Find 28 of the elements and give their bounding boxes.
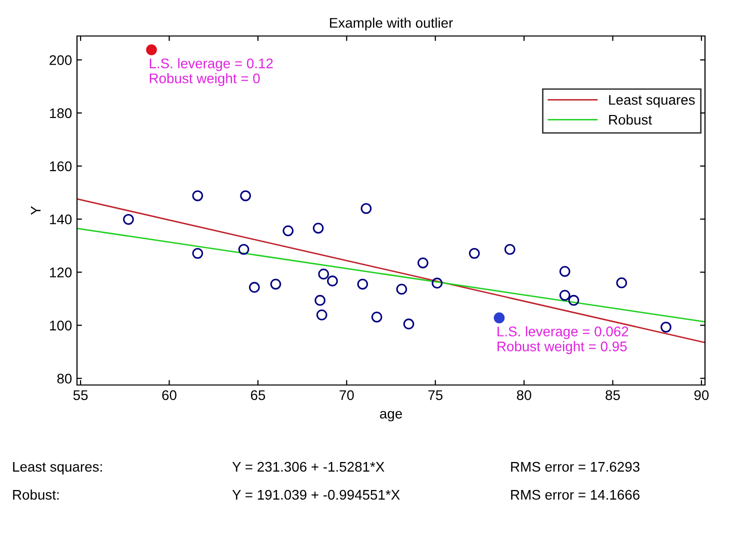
y-tick-label: 120: [50, 268, 72, 278]
x-tick-label: 70: [340, 390, 354, 400]
chart-title: Example with outlier: [330, 18, 453, 31]
text: RMS error = 14.1666: [511, 490, 640, 500]
text: Y = 231.306 + -1.5281*X: [232, 462, 384, 472]
x-tick-label: 65: [250, 390, 266, 400]
x-tick-label: 85: [606, 390, 620, 400]
y-tick-label: 160: [50, 161, 72, 172]
x-tick-label: 75: [428, 390, 442, 400]
x-tick-label: 90: [694, 390, 709, 400]
x-tick-label: 80: [516, 390, 532, 400]
y-tick-label: 80: [57, 374, 72, 384]
y-tick-label: 140: [50, 214, 72, 224]
annotation: L.S. leverage = 0.062 Robust weight = 0.95: [498, 326, 628, 354]
x-tick-label: 60: [162, 390, 176, 400]
y-tick-label: 200: [50, 55, 72, 66]
y-tick-label: 100: [50, 320, 72, 330]
x-axis-title: age: [380, 410, 402, 422]
x-tick-label: 55: [73, 390, 88, 400]
text: RMS error = 17.6293: [511, 462, 640, 472]
y-axis-title: Y: [30, 206, 41, 215]
annotation: L.S. leverage = 0.12 Robust weight = 0: [150, 58, 273, 86]
text: Y = 191.039 + -0.994551*X: [232, 490, 400, 500]
text: Robust:: [13, 490, 59, 500]
text: Least squares:: [13, 462, 102, 474]
y-tick-label: 180: [50, 108, 72, 118]
legend-label: Least squares: [609, 95, 695, 108]
legend-label: Robust: [609, 114, 652, 125]
